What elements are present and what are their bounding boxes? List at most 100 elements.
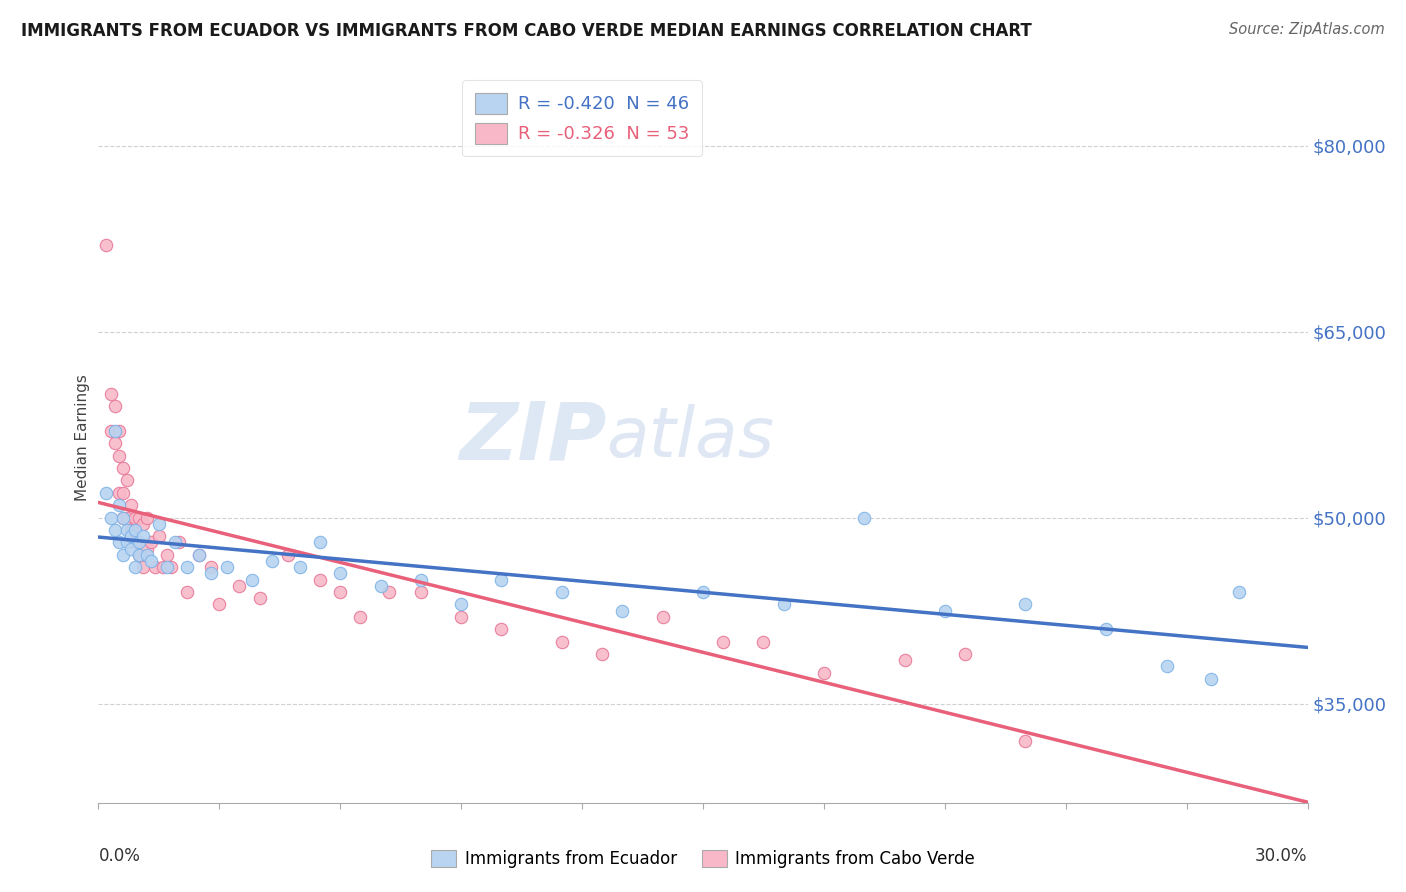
Point xyxy=(143,560,166,574)
Point xyxy=(377,585,399,599)
Y-axis label: Median Earnings: Median Earnings xyxy=(75,374,90,500)
Text: 0.0%: 0.0% xyxy=(98,847,141,864)
Point xyxy=(132,516,155,531)
Point xyxy=(288,560,311,574)
Point xyxy=(132,529,155,543)
Point xyxy=(491,573,513,587)
Point xyxy=(120,523,142,537)
Point xyxy=(128,548,150,562)
Point xyxy=(107,486,129,500)
Point xyxy=(156,548,179,562)
Point xyxy=(103,436,125,450)
Point xyxy=(148,516,170,531)
Point xyxy=(491,622,513,636)
Point xyxy=(100,386,122,401)
Point xyxy=(135,510,157,524)
Point xyxy=(651,610,673,624)
Point xyxy=(260,554,283,568)
Point xyxy=(551,585,574,599)
Text: 30.0%: 30.0% xyxy=(1256,847,1308,864)
Point xyxy=(329,585,352,599)
Text: ZIP: ZIP xyxy=(458,398,606,476)
Point xyxy=(139,554,162,568)
Point xyxy=(934,604,956,618)
Point xyxy=(115,510,138,524)
Point xyxy=(103,424,125,438)
Point xyxy=(349,610,371,624)
Point xyxy=(96,486,118,500)
Point xyxy=(124,523,146,537)
Point xyxy=(711,634,734,648)
Point xyxy=(309,535,332,549)
Point xyxy=(128,548,150,562)
Point xyxy=(115,474,138,488)
Point xyxy=(176,560,198,574)
Point xyxy=(370,579,392,593)
Point xyxy=(1156,659,1178,673)
Legend: R = -0.420  N = 46, R = -0.326  N = 53: R = -0.420 N = 46, R = -0.326 N = 53 xyxy=(463,80,702,156)
Point xyxy=(124,535,146,549)
Point xyxy=(167,535,190,549)
Point xyxy=(156,560,179,574)
Point xyxy=(120,541,142,556)
Point xyxy=(100,510,122,524)
Point xyxy=(208,598,231,612)
Point xyxy=(692,585,714,599)
Point xyxy=(120,529,142,543)
Point xyxy=(450,610,472,624)
Point xyxy=(240,573,263,587)
Point xyxy=(111,510,134,524)
Point xyxy=(1095,622,1118,636)
Point xyxy=(107,535,129,549)
Point xyxy=(103,523,125,537)
Text: atlas: atlas xyxy=(606,403,775,471)
Point xyxy=(450,598,472,612)
Point xyxy=(853,510,876,524)
Point xyxy=(132,560,155,574)
Point xyxy=(1227,585,1250,599)
Point xyxy=(107,424,129,438)
Point xyxy=(107,498,129,512)
Point xyxy=(160,560,183,574)
Point xyxy=(329,566,352,581)
Point xyxy=(120,498,142,512)
Point xyxy=(217,560,239,574)
Text: Source: ZipAtlas.com: Source: ZipAtlas.com xyxy=(1229,22,1385,37)
Point xyxy=(409,585,432,599)
Point xyxy=(1199,672,1222,686)
Point xyxy=(1014,598,1036,612)
Point xyxy=(111,510,134,524)
Point xyxy=(111,548,134,562)
Point xyxy=(612,604,634,618)
Point xyxy=(107,449,129,463)
Point xyxy=(813,665,835,680)
Point xyxy=(128,535,150,549)
Point xyxy=(96,238,118,252)
Point xyxy=(163,535,186,549)
Point xyxy=(249,591,271,606)
Point xyxy=(124,560,146,574)
Point xyxy=(139,535,162,549)
Point xyxy=(176,585,198,599)
Point xyxy=(135,548,157,562)
Point xyxy=(148,529,170,543)
Point xyxy=(111,461,134,475)
Point xyxy=(115,523,138,537)
Point xyxy=(1014,734,1036,748)
Point xyxy=(100,424,122,438)
Text: IMMIGRANTS FROM ECUADOR VS IMMIGRANTS FROM CABO VERDE MEDIAN EARNINGS CORRELATIO: IMMIGRANTS FROM ECUADOR VS IMMIGRANTS FR… xyxy=(21,22,1032,40)
Point xyxy=(111,486,134,500)
Point xyxy=(152,560,174,574)
Point xyxy=(591,647,613,661)
Point xyxy=(893,653,915,667)
Point xyxy=(277,548,299,562)
Point xyxy=(200,566,222,581)
Point xyxy=(103,399,125,413)
Legend: Immigrants from Ecuador, Immigrants from Cabo Verde: Immigrants from Ecuador, Immigrants from… xyxy=(425,843,981,875)
Point xyxy=(188,548,211,562)
Point xyxy=(188,548,211,562)
Point xyxy=(135,541,157,556)
Point xyxy=(551,634,574,648)
Point xyxy=(115,535,138,549)
Point xyxy=(200,560,222,574)
